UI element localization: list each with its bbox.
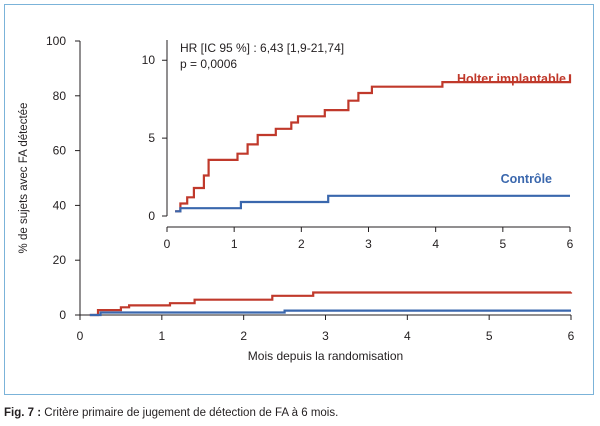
main-x-axis-label: Mois depuis la randomisation: [248, 349, 403, 363]
main-y-tick-label: 80: [53, 89, 67, 103]
main-x-tick-label: 6: [568, 329, 575, 343]
figure-frame: [4, 4, 594, 395]
inset-x-tick-label: 6: [567, 237, 574, 251]
main-y-tick-label: 40: [53, 198, 67, 212]
inset-x-tick-label: 0: [164, 237, 171, 251]
main-y-tick-label: 60: [53, 144, 67, 158]
caption-label: Fig. 7 :: [4, 407, 42, 419]
p-value-annotation: p = 0,0006: [180, 57, 237, 71]
inset-x-tick-label: 5: [499, 237, 506, 251]
main-x-tick-label: 4: [404, 329, 411, 343]
main-series-holter: [89, 291, 573, 317]
main-y-tick-label: 0: [59, 308, 66, 322]
inset-y-tick-label: 10: [142, 53, 156, 67]
main-x-tick-label: 5: [486, 329, 493, 343]
series-label-holter: Holter implantable: [457, 72, 566, 86]
inset-x-tick-label: 3: [365, 237, 372, 251]
inset-x-tick-label: 4: [432, 237, 439, 251]
main-y-axis-label: % de sujets avec FA détectée: [18, 103, 30, 254]
inset-y-tick-label: 5: [148, 131, 155, 145]
figure-caption: Fig. 7 : Critère primaire de jugement de…: [4, 407, 338, 419]
inset-x-tick-label: 2: [298, 237, 305, 251]
inset-series-holter: [175, 74, 572, 213]
caption-text: Critère primaire de jugement de détectio…: [41, 407, 339, 419]
inset-chart: 0 5 10 0 1 2 3 4 5 6 Holter implantable Contrôle HR …: [142, 40, 574, 251]
main-x-tick-label: 2: [240, 329, 247, 343]
main-x-tick-label: 0: [77, 329, 84, 343]
series-label-control: Contrôle: [501, 172, 552, 186]
inset-y-tick-label: 0: [148, 209, 155, 223]
main-x-tick-label: 1: [158, 329, 165, 343]
main-x-tick-label: 3: [322, 329, 329, 343]
main-y-tick-label: 100: [46, 34, 66, 48]
inset-x-tick-label: 1: [231, 237, 238, 251]
main-y-tick-label: 20: [53, 253, 67, 267]
hr-annotation: HR [IC 95 %] : 6,43 [1,9-21,74]: [180, 41, 344, 55]
inset-series-control: [175, 194, 570, 213]
main-series-control: [89, 309, 571, 317]
